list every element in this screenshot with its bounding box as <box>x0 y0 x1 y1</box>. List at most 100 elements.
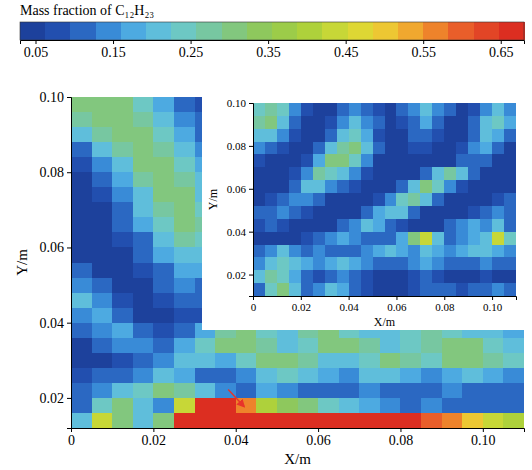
cell <box>325 206 338 219</box>
cell <box>373 219 386 232</box>
cell <box>153 187 174 203</box>
cell <box>298 413 319 428</box>
cell <box>456 219 469 232</box>
cell <box>253 232 266 245</box>
tick-mark <box>249 189 253 190</box>
cell <box>361 129 374 142</box>
cell <box>361 154 374 167</box>
cell <box>133 323 154 339</box>
cell <box>153 263 174 279</box>
cell <box>174 187 195 203</box>
cell <box>492 142 505 155</box>
cell <box>265 116 278 129</box>
cell <box>337 142 350 155</box>
cell <box>432 270 445 283</box>
cell <box>380 413 401 428</box>
cell <box>71 157 92 173</box>
cell <box>444 129 457 142</box>
cell <box>153 127 174 143</box>
cell <box>462 368 483 384</box>
cell <box>492 154 505 167</box>
cell <box>432 232 445 245</box>
cell <box>325 257 338 270</box>
cell <box>112 368 133 384</box>
cell <box>432 116 445 129</box>
tick-label: 0.04 <box>340 301 360 313</box>
cell <box>337 283 350 296</box>
cell <box>253 283 266 296</box>
cell <box>318 398 339 414</box>
cell <box>301 180 314 193</box>
cell <box>444 232 457 245</box>
cell <box>71 278 92 294</box>
cell <box>504 245 516 258</box>
cell <box>373 245 386 258</box>
cell <box>133 413 154 428</box>
cell <box>349 219 362 232</box>
tick-label: 0.10 <box>471 433 496 448</box>
cell <box>133 353 154 369</box>
cell <box>265 232 278 245</box>
cell <box>408 257 421 270</box>
cell <box>325 193 338 206</box>
cell <box>420 129 433 142</box>
cell <box>289 257 302 270</box>
cell <box>289 245 302 258</box>
cell <box>92 157 113 173</box>
cell <box>325 180 338 193</box>
cell <box>325 232 338 245</box>
cell <box>112 97 133 113</box>
cell <box>174 112 195 128</box>
cell <box>349 180 362 193</box>
cell <box>385 283 398 296</box>
cell <box>468 129 481 142</box>
cell <box>468 257 481 270</box>
cell <box>174 368 195 384</box>
cell <box>492 180 505 193</box>
cell <box>361 245 374 258</box>
cell <box>492 219 505 232</box>
cell <box>337 245 350 258</box>
cell <box>408 142 421 155</box>
cell <box>289 206 302 219</box>
cell <box>408 270 421 283</box>
tick: 0.04 <box>227 226 253 238</box>
cell <box>337 219 350 232</box>
cell <box>420 270 433 283</box>
cell <box>133 217 154 233</box>
cell <box>277 270 290 283</box>
colorbar-band <box>373 22 399 40</box>
cell <box>174 97 195 113</box>
cell <box>349 283 362 296</box>
cell <box>313 206 326 219</box>
cell <box>359 368 380 384</box>
cell <box>361 206 374 219</box>
cell <box>133 97 154 113</box>
cell <box>301 245 314 258</box>
cell <box>380 368 401 384</box>
cell <box>492 232 505 245</box>
cell <box>480 129 493 142</box>
cell <box>112 187 133 203</box>
cell <box>277 180 290 193</box>
cell <box>289 193 302 206</box>
cell <box>504 116 516 129</box>
cell <box>420 167 433 180</box>
cell <box>313 129 326 142</box>
figure: Mass fraction of C₁₂H₂₃0.050.150.250.350… <box>0 0 532 470</box>
cell <box>504 167 516 180</box>
cell <box>265 283 278 296</box>
axis: 0.020.040.060.080.10 <box>40 90 72 429</box>
cell <box>456 180 469 193</box>
cell <box>480 219 493 232</box>
tick-mark <box>67 323 71 324</box>
cell <box>396 257 409 270</box>
cell <box>432 257 445 270</box>
cell <box>444 154 457 167</box>
cell <box>408 116 421 129</box>
tick-mark <box>346 40 347 44</box>
cell <box>174 293 195 309</box>
cell <box>289 283 302 296</box>
cell <box>298 398 319 414</box>
cell <box>492 103 505 116</box>
